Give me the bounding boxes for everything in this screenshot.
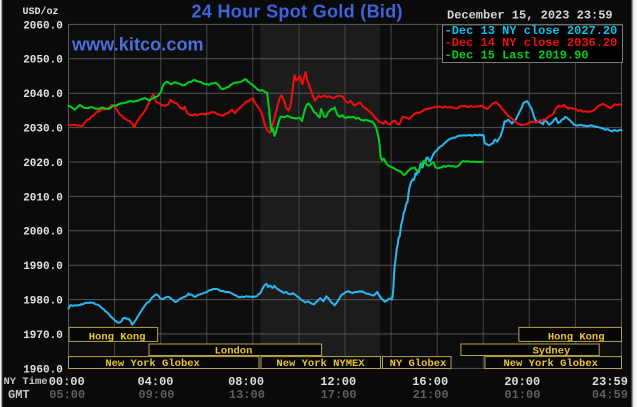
svg-text:2030.0: 2030.0 [23,124,63,136]
svg-text:-Dec 13 NY close 2027.20: -Dec 13 NY close 2027.20 [445,24,618,38]
svg-text:05:00: 05:00 [49,388,85,402]
svg-text:2050.0: 2050.0 [23,55,63,67]
svg-text:08:00: 08:00 [228,375,264,389]
svg-text:New York Globex: New York Globex [503,358,598,370]
svg-text:1980.0: 1980.0 [23,296,63,308]
svg-text:12:00: 12:00 [320,375,356,389]
svg-text:20:00: 20:00 [504,375,540,389]
svg-text:21:00: 21:00 [413,388,449,402]
svg-text:04:59: 04:59 [592,388,628,402]
svg-text:New York NYMEX: New York NYMEX [276,358,365,370]
svg-text:2040.0: 2040.0 [23,89,63,101]
svg-text:Hong Kong: Hong Kong [89,332,146,344]
svg-text:-Dec 15 Last 2019.90: -Dec 15 Last 2019.90 [445,48,589,62]
svg-text:13:00: 13:00 [229,388,265,402]
svg-text:04:00: 04:00 [137,375,173,389]
svg-text:1990.0: 1990.0 [23,261,63,273]
svg-text:December 15, 2023 23:59: December 15, 2023 23:59 [447,9,613,23]
svg-text:New York Globex: New York Globex [105,358,200,370]
svg-text:GMT: GMT [8,388,30,402]
svg-text:NY Time: NY Time [4,376,48,388]
svg-text:2060.0: 2060.0 [23,20,63,32]
svg-text:Sydney: Sydney [532,345,571,357]
svg-text:NY Globex: NY Globex [390,358,447,370]
svg-text:USD/oz: USD/oz [23,6,59,18]
svg-text:24 Hour Spot Gold (Bid): 24 Hour Spot Gold (Bid) [192,2,403,22]
svg-text:2020.0: 2020.0 [23,158,63,170]
svg-text:www.kitco.com: www.kitco.com [71,35,204,55]
svg-text:17:00: 17:00 [321,388,357,402]
svg-text:London: London [215,345,253,357]
svg-text:2000.0: 2000.0 [23,227,63,239]
svg-text:00:00: 00:00 [49,375,85,389]
svg-text:-Dec 14 NY close 2036.20: -Dec 14 NY close 2036.20 [445,36,618,50]
svg-text:23:59: 23:59 [592,375,628,389]
svg-text:1970.0: 1970.0 [23,330,63,342]
svg-text:Hong Kong: Hong Kong [548,332,605,344]
svg-text:1960.0: 1960.0 [23,364,63,376]
svg-text:01:00: 01:00 [504,388,540,402]
svg-text:2010.0: 2010.0 [23,192,63,204]
svg-text:09:00: 09:00 [138,388,174,402]
svg-text:16:00: 16:00 [412,375,448,389]
